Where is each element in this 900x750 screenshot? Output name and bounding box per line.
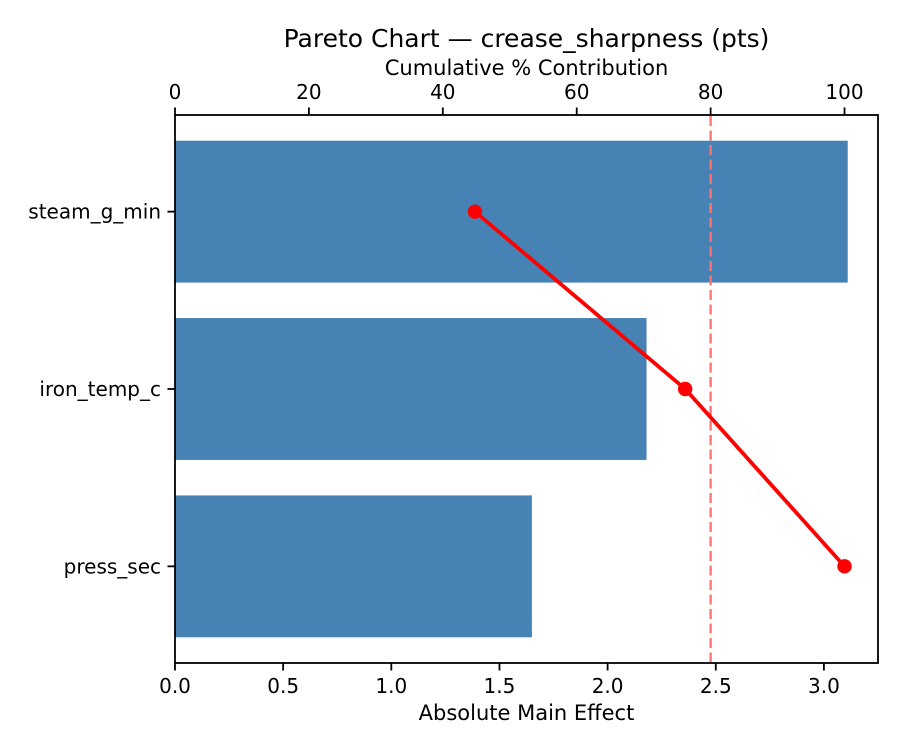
cumulative-marker-press_sec [837, 559, 852, 574]
x-tick-label: 0.0 [159, 674, 191, 698]
bottom-axis-label: Absolute Main Effect [418, 701, 635, 725]
top-tick-label: 80 [698, 80, 723, 104]
chart-title: Pareto Chart — crease_sharpness (pts) [283, 24, 770, 53]
category-label-steam_g_min: steam_g_min [28, 200, 161, 224]
cumulative-marker-steam_g_min [467, 204, 483, 219]
top-axis-label: Cumulative % Contribution [384, 56, 669, 80]
top-tick-label: 60 [564, 80, 589, 104]
x-tick-label: 2.5 [700, 674, 732, 698]
x-tick-label: 1.5 [484, 674, 516, 698]
cumulative-marker-iron_temp_c [677, 381, 693, 397]
bar-iron_temp_c [175, 318, 647, 460]
top-tick-label: 20 [296, 80, 321, 104]
top-tick-label: 40 [430, 80, 455, 104]
top-tick-label: 0 [169, 80, 182, 104]
x-tick-label: 2.0 [592, 674, 624, 698]
bar-press_sec [175, 495, 532, 638]
category-label-iron_temp_c: iron_temp_c [39, 377, 161, 401]
category-label-press_sec: press_sec [64, 554, 161, 578]
top-tick-label: 100 [825, 80, 863, 104]
x-tick-label: 1.0 [375, 674, 407, 698]
bar-steam_g_min [175, 140, 848, 283]
x-tick-label: 0.5 [267, 674, 299, 698]
x-tick-label: 3.0 [808, 674, 840, 698]
